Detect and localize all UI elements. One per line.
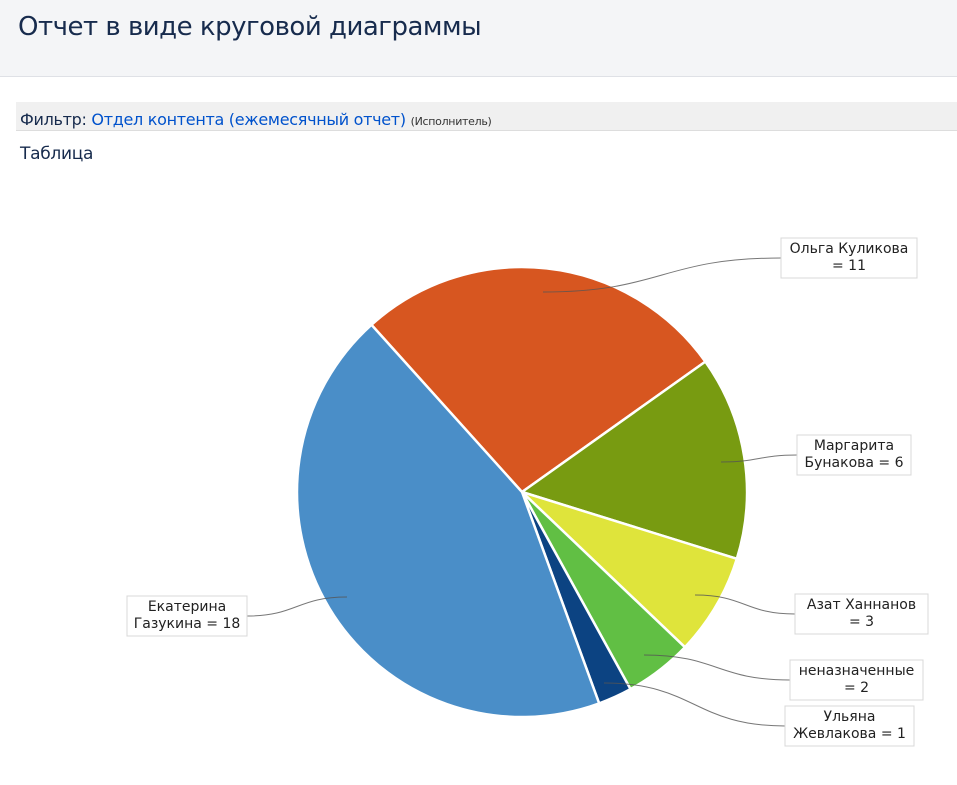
page-header: Отчет в виде круговой диаграммы xyxy=(0,0,957,77)
slice-label-text: Ольга Куликова xyxy=(790,241,909,257)
filter-field: (Исполнитель) xyxy=(410,115,492,128)
slice-label-text: неназначенные xyxy=(799,663,915,679)
slice-label-box xyxy=(796,434,912,476)
slice-label-box xyxy=(794,593,929,635)
pie-slice[interactable] xyxy=(295,323,601,719)
slice-label-text: Бунакова = 6 xyxy=(804,455,903,471)
slice-label-text: Жевлакова = 1 xyxy=(793,726,906,742)
label-leader-line xyxy=(542,257,782,293)
filter-text: Фильтр: Отдел контента (ежемесячный отче… xyxy=(20,110,492,129)
filter-link[interactable]: Отдел контента (ежемесячный отчет) xyxy=(91,110,406,129)
label-leader-line xyxy=(720,454,798,463)
slice-label-box xyxy=(780,237,918,279)
pie-slice[interactable] xyxy=(521,490,739,649)
pie-slice[interactable] xyxy=(519,359,749,561)
slice-label-text: Ульяна xyxy=(824,709,876,725)
slice-label-text: = 3 xyxy=(849,614,874,630)
view-label: Таблица xyxy=(20,144,94,164)
slice-label-text: Газукина = 18 xyxy=(134,616,241,632)
filter-bar: Фильтр: Отдел контента (ежемесячный отче… xyxy=(16,102,957,131)
filter-prefix: Фильтр: xyxy=(20,110,87,129)
label-leader-line xyxy=(694,594,796,615)
slice-label-box xyxy=(789,659,924,701)
pie-slice[interactable] xyxy=(369,265,708,494)
slice-label-box xyxy=(126,595,248,637)
label-leader-line xyxy=(246,596,348,617)
label-leader-line xyxy=(603,682,786,727)
slice-label-text: Екатерина xyxy=(148,599,226,615)
slice-label-text: = 2 xyxy=(844,680,869,696)
slice-label-text: Маргарита xyxy=(814,438,894,454)
page-title: Отчет в виде круговой диаграммы xyxy=(18,12,482,42)
label-leader-line xyxy=(643,654,791,681)
slice-label-text: = 11 xyxy=(832,258,866,274)
slice-label-box xyxy=(784,705,915,747)
slice-label-text: Азат Ханнанов xyxy=(807,597,916,613)
